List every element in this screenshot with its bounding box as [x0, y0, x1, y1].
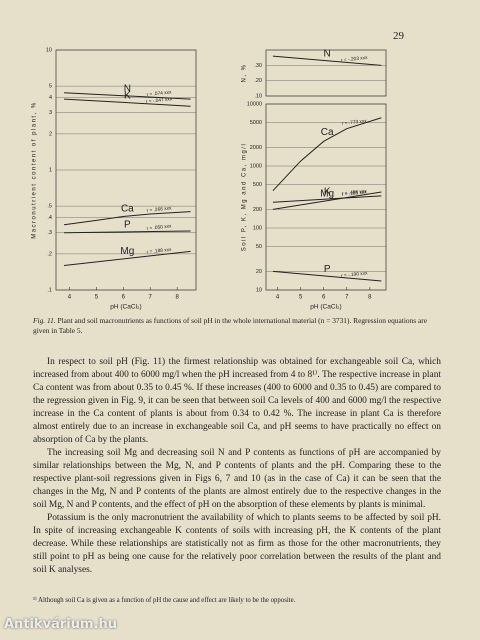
- y-tick-label: 1000: [250, 163, 262, 169]
- x-tick-label: 8: [368, 295, 372, 301]
- x-tick-label: 7: [345, 295, 349, 301]
- y-tick-label: 10000: [247, 101, 262, 107]
- y-tick-label: 1: [49, 167, 52, 173]
- series-name: K: [124, 90, 131, 101]
- y-tick-label: 500: [253, 182, 262, 188]
- y-tick-label: .1: [47, 287, 52, 293]
- y-tick-label: 4: [49, 95, 52, 101]
- annotation: r = .188 xxx: [146, 247, 172, 256]
- series-line: [272, 55, 382, 66]
- y-tick-label: .3: [47, 230, 52, 236]
- x-tick-label: 6: [322, 295, 326, 301]
- annotation: r = .074 xxx: [146, 89, 172, 98]
- annotation: r = .773 xxx: [342, 118, 368, 127]
- series-name: P: [324, 264, 331, 275]
- series-name: Ca: [321, 127, 334, 138]
- caption-text: Plant and soil macronutrients as functio…: [33, 316, 428, 335]
- x-tick-label: 8: [175, 295, 179, 301]
- series-name: N: [324, 48, 331, 59]
- x-axis-label: pH (CaCl₂): [310, 304, 341, 311]
- series-name: Ca: [121, 204, 134, 215]
- x-tick-label: 5: [299, 295, 303, 301]
- x-tick-label: 4: [68, 295, 72, 301]
- annotation: r = -.047 xxx: [146, 96, 174, 105]
- annotation: r = .165 xxx: [342, 189, 368, 198]
- annotation: r = .496 xxx: [342, 188, 368, 197]
- y-tick-label: 10: [46, 47, 52, 53]
- watermark: Antikvárium.hu: [4, 617, 117, 632]
- body-text: In respect to soil pH (Fig. 11) the firm…: [33, 356, 441, 576]
- series-line: [272, 195, 382, 203]
- footnote: ¹⁾ Although soil Ca is given as a functi…: [33, 597, 296, 604]
- series-line: [64, 250, 191, 267]
- series-line: [64, 98, 191, 107]
- series-line: [272, 191, 382, 210]
- y-tick-label: 2000: [250, 145, 262, 151]
- page-number: 29: [393, 30, 404, 42]
- y-tick-label: .20: [254, 78, 262, 84]
- paragraph: The increasing soil Mg and decreasing so…: [33, 447, 441, 510]
- y-tick-label: 200: [253, 207, 262, 213]
- series-line: [64, 92, 191, 100]
- annotation: r = .266 xxx: [146, 205, 172, 214]
- x-tick-label: 5: [95, 295, 99, 301]
- y-tick-label: .10: [254, 93, 262, 99]
- series-name: Mg: [320, 188, 334, 199]
- annotation: r = -.190 xxx: [341, 270, 369, 279]
- series-line: [272, 270, 382, 282]
- series-name: K: [324, 187, 331, 198]
- x-tick-label: 7: [149, 295, 153, 301]
- y-tick-label: .5: [47, 204, 52, 210]
- y-tick-label: .2: [47, 251, 52, 257]
- y-tick-label: 2: [49, 131, 52, 137]
- annotation: r = -.203 xxx: [341, 55, 369, 64]
- y-tick-label: .4: [47, 215, 52, 221]
- x-axis-label: pH (CaCl₂): [110, 304, 141, 311]
- paragraph: In respect to soil pH (Fig. 11) the firm…: [33, 357, 441, 445]
- x-tick-label: 4: [276, 295, 280, 301]
- y-tick-label: .30: [254, 63, 262, 69]
- y-tick-label: 5000: [250, 120, 262, 126]
- y-tick-label: 50: [256, 244, 262, 250]
- series-name: Mg: [120, 246, 134, 257]
- y-tick-label: 10: [256, 287, 262, 293]
- y-tick-label: 20: [256, 269, 262, 275]
- series-line: [64, 211, 191, 226]
- y-axis-label: Macronutrient content of plant, %: [32, 101, 38, 239]
- y-tick-label: 100: [253, 225, 262, 231]
- caption-label: Fig. 11.: [33, 316, 56, 325]
- series-line: [272, 117, 382, 192]
- caption: Fig. 11. Plant and soil macronutrients a…: [33, 316, 443, 335]
- annotation: r = .050 xxx: [146, 223, 172, 232]
- y-tick-label: 3: [49, 110, 52, 116]
- y-axis-label: Soil P, K, Mg and Ca, mg/l: [242, 143, 248, 252]
- paragraph: Potassium is the only macronutrient the …: [33, 512, 441, 575]
- y-axis-label: N, %: [242, 63, 248, 82]
- series-line: [64, 230, 191, 234]
- series-name: P: [124, 220, 131, 231]
- x-tick-label: 6: [122, 295, 126, 301]
- y-tick-label: 5: [49, 84, 52, 90]
- series-name: N: [124, 84, 131, 95]
